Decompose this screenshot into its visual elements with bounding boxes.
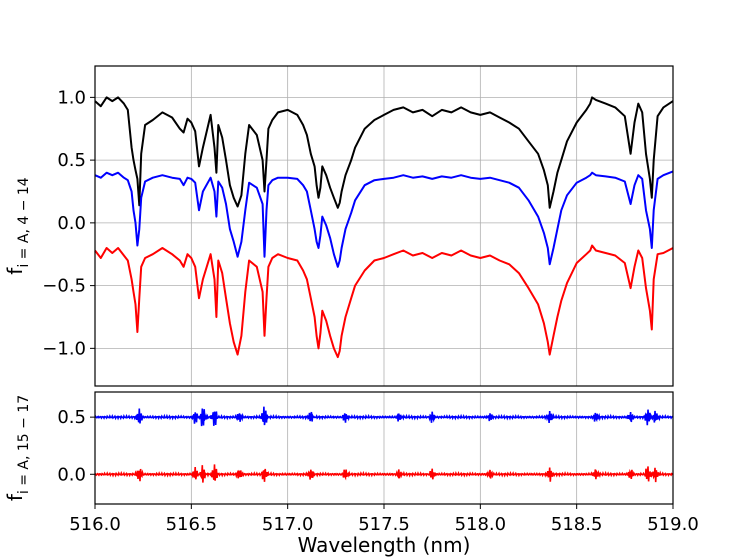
residual-series-group bbox=[94, 406, 674, 483]
main-y-label: fi = A, 4 − 14 bbox=[3, 177, 32, 274]
x-tick-label: 519.0 bbox=[647, 514, 699, 535]
x-tick-label: 516.5 bbox=[166, 514, 218, 535]
main-y-tick-label: −0.5 bbox=[42, 276, 86, 297]
x-ticks: 516.0 516.5 517.0 517.5 518.0 518.5 519.0 bbox=[69, 504, 699, 535]
blue-spectrum-line bbox=[94, 170, 674, 268]
main-y-label-main: f bbox=[3, 267, 27, 275]
x-axis-label: Wavelength (nm) bbox=[298, 533, 471, 557]
x-tick-label: 517.0 bbox=[262, 514, 314, 535]
x-tick-label: 516.0 bbox=[69, 514, 121, 535]
residual-y-label-main: f bbox=[3, 493, 27, 501]
main-series-group bbox=[94, 96, 674, 359]
residual-panel: 0.5 0.0 fi = A, 15 − 17 bbox=[3, 391, 674, 505]
main-spectrum-panel: 1.0 0.5 0.0 −0.5 −1.0 fi = A, 4 − 14 bbox=[3, 65, 674, 387]
main-y-tick-label: 0.5 bbox=[57, 150, 86, 171]
residual-gridlines bbox=[94, 392, 674, 504]
main-gridlines bbox=[94, 66, 674, 386]
main-y-tick-label: 1.0 bbox=[57, 87, 86, 108]
red-residual-line bbox=[94, 464, 674, 483]
x-tick-label: 518.0 bbox=[455, 514, 507, 535]
residual-y-tick-label: 0.0 bbox=[57, 464, 86, 485]
main-y-tick-label: 0.0 bbox=[57, 213, 86, 234]
main-y-tick-label: −1.0 bbox=[42, 338, 86, 359]
residual-y-ticks: 0.5 0.0 bbox=[57, 407, 95, 485]
main-y-ticks: 1.0 0.5 0.0 −0.5 −1.0 bbox=[42, 87, 95, 359]
residual-y-tick-label: 0.5 bbox=[57, 407, 86, 428]
main-y-label-sub: i = A, 4 − 14 bbox=[16, 177, 32, 267]
main-plot-frame bbox=[94, 65, 674, 387]
red-spectrum-line bbox=[94, 244, 674, 359]
residual-y-label-sub: i = A, 15 − 17 bbox=[16, 395, 32, 494]
blue-residual-line bbox=[94, 406, 674, 427]
residual-y-label: fi = A, 15 − 17 bbox=[3, 395, 32, 501]
x-tick-label: 517.5 bbox=[358, 514, 410, 535]
black-spectrum-line bbox=[94, 96, 674, 209]
x-tick-label: 518.5 bbox=[551, 514, 603, 535]
